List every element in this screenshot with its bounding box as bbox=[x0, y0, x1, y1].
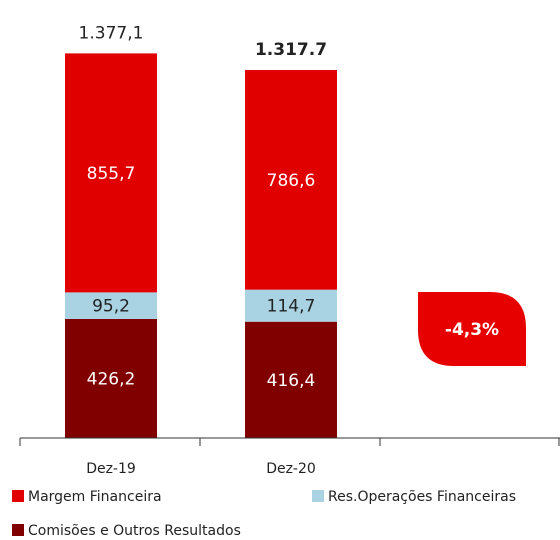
total-label: 1.317.7 bbox=[255, 40, 327, 60]
legend-label: Res.Operações Financeiras bbox=[328, 489, 516, 505]
value-label: 786,6 bbox=[267, 171, 316, 191]
bar-segment bbox=[65, 318, 157, 438]
legend-swatch bbox=[12, 524, 24, 536]
legend-swatch bbox=[12, 490, 24, 502]
bar-segment bbox=[65, 53, 157, 293]
value-label: 855,7 bbox=[87, 164, 136, 184]
bar-segment bbox=[245, 321, 337, 438]
total-label: 1.377,1 bbox=[79, 23, 144, 43]
annotation-badge bbox=[418, 292, 526, 366]
bar-segment bbox=[245, 69, 337, 290]
bar-segment bbox=[245, 289, 337, 322]
legend-swatch bbox=[312, 490, 324, 502]
x-tick-label: Dez-19 bbox=[86, 461, 136, 477]
legend-label: Comisões e Outros Resultados bbox=[28, 523, 241, 539]
value-label: 95,2 bbox=[92, 297, 130, 317]
x-tick-label: Dez-20 bbox=[266, 461, 316, 477]
annotation: -4,3% bbox=[445, 320, 499, 340]
bar-segment bbox=[65, 292, 157, 319]
value-label: 426,2 bbox=[87, 369, 136, 389]
value-label: 416,4 bbox=[267, 371, 316, 391]
value-label: 114,7 bbox=[267, 297, 316, 317]
legend-label: Margem Financeira bbox=[28, 489, 162, 505]
